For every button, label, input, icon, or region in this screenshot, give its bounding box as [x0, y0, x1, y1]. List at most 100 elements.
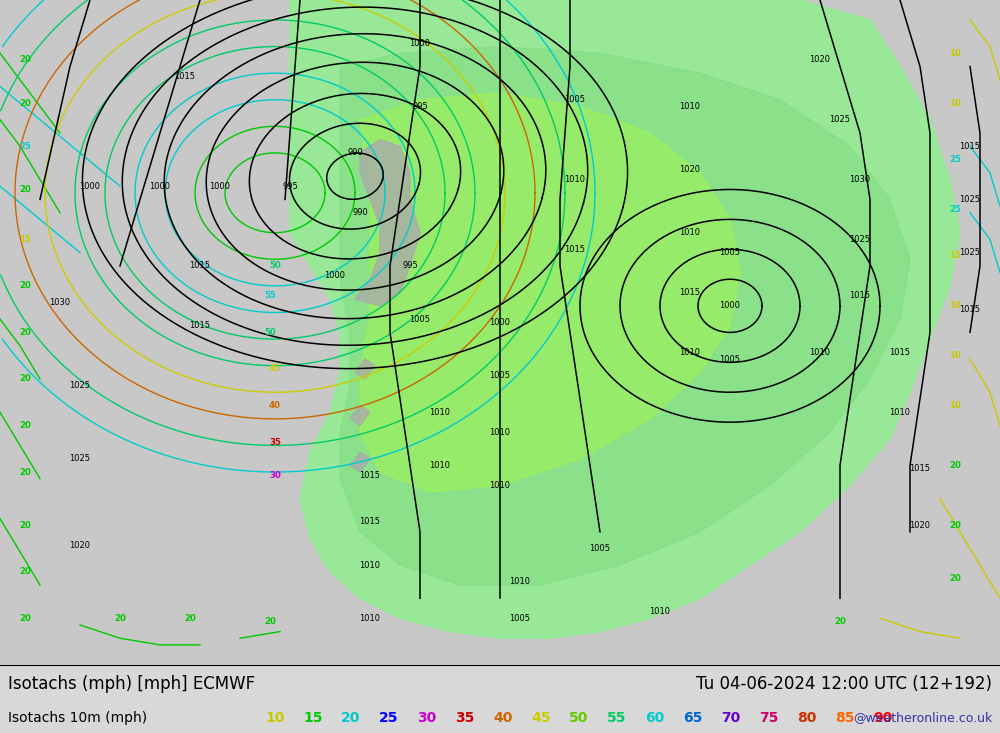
Text: 1025: 1025 — [850, 235, 870, 244]
Text: 1000: 1000 — [324, 271, 346, 281]
Text: 10: 10 — [949, 98, 961, 108]
Text: 15: 15 — [303, 711, 323, 725]
Text: 1000: 1000 — [80, 182, 100, 191]
Text: 20: 20 — [19, 468, 31, 476]
Text: 10: 10 — [949, 301, 961, 310]
Text: 45: 45 — [269, 364, 281, 374]
Text: @weatheronline.co.uk: @weatheronline.co.uk — [853, 712, 992, 724]
Text: 20: 20 — [19, 281, 31, 290]
Text: 20: 20 — [949, 520, 961, 530]
Text: 10: 10 — [949, 401, 961, 410]
Text: 1010: 1010 — [650, 607, 670, 616]
Text: 65: 65 — [683, 711, 703, 725]
Text: 1020: 1020 — [680, 165, 700, 174]
Text: 25: 25 — [949, 155, 961, 164]
Text: 20: 20 — [114, 614, 126, 623]
Text: 35: 35 — [455, 711, 475, 725]
Text: 1005: 1005 — [720, 355, 740, 364]
Text: 1025: 1025 — [960, 248, 980, 257]
Polygon shape — [355, 139, 420, 306]
Polygon shape — [350, 405, 370, 425]
Text: 1025: 1025 — [830, 115, 850, 124]
Text: 70: 70 — [721, 711, 741, 725]
Text: 1015: 1015 — [190, 262, 210, 270]
Text: 1015: 1015 — [680, 288, 700, 297]
Text: Isotachs 10m (mph): Isotachs 10m (mph) — [8, 711, 147, 725]
Text: 1015: 1015 — [850, 291, 870, 301]
Text: 1010: 1010 — [490, 427, 511, 437]
Text: 1005: 1005 — [510, 614, 530, 623]
Text: 1000: 1000 — [150, 182, 170, 191]
Text: 50: 50 — [269, 262, 281, 270]
Text: 1000: 1000 — [490, 318, 511, 327]
Text: 15: 15 — [949, 251, 961, 260]
Text: 10: 10 — [949, 351, 961, 360]
Text: 20: 20 — [19, 328, 31, 337]
Text: 20: 20 — [19, 614, 31, 623]
Text: 40: 40 — [493, 711, 513, 725]
Text: 20: 20 — [264, 617, 276, 626]
Text: 1010: 1010 — [680, 102, 700, 111]
Text: 30: 30 — [417, 711, 437, 725]
Text: 1010: 1010 — [564, 175, 586, 184]
Text: 1000: 1000 — [410, 39, 430, 48]
Text: 75: 75 — [759, 711, 779, 725]
Text: 990: 990 — [352, 208, 368, 217]
Text: 1015: 1015 — [960, 305, 980, 314]
Text: 1030: 1030 — [49, 298, 71, 307]
Polygon shape — [350, 452, 370, 472]
Text: 80: 80 — [797, 711, 817, 725]
Text: 995: 995 — [412, 102, 428, 111]
Text: 90: 90 — [873, 711, 893, 725]
Text: 1010: 1010 — [430, 461, 450, 470]
Text: 25: 25 — [379, 711, 399, 725]
Text: 1025: 1025 — [960, 195, 980, 204]
Text: 1010: 1010 — [510, 577, 530, 586]
Text: 50: 50 — [569, 711, 589, 725]
Text: Tu 04-06-2024 12:00 UTC (12+192): Tu 04-06-2024 12:00 UTC (12+192) — [696, 675, 992, 693]
Text: 1025: 1025 — [70, 454, 90, 463]
Polygon shape — [340, 46, 910, 585]
Text: 55: 55 — [264, 291, 276, 301]
Text: 1015: 1015 — [960, 141, 980, 151]
Text: 1030: 1030 — [849, 175, 871, 184]
Polygon shape — [290, 0, 960, 638]
Text: 1010: 1010 — [490, 481, 511, 490]
Text: Isotachs (mph) [mph] ECMWF: Isotachs (mph) [mph] ECMWF — [8, 675, 255, 693]
Text: 1010: 1010 — [360, 561, 380, 570]
Text: 1015: 1015 — [360, 517, 380, 526]
Text: 20: 20 — [184, 614, 196, 623]
Text: 1015: 1015 — [564, 245, 586, 254]
Text: 1020: 1020 — [810, 55, 830, 65]
Text: 1015: 1015 — [175, 72, 196, 81]
Text: 1005: 1005 — [564, 95, 586, 104]
Text: 1010: 1010 — [680, 228, 700, 237]
Polygon shape — [360, 93, 740, 492]
Text: 1015: 1015 — [190, 321, 210, 331]
Text: 20: 20 — [19, 567, 31, 576]
Text: 990: 990 — [347, 148, 363, 158]
Text: 20: 20 — [19, 55, 31, 65]
Text: 20: 20 — [19, 421, 31, 430]
Text: 60: 60 — [645, 711, 665, 725]
Text: 30: 30 — [269, 471, 281, 480]
Text: 20: 20 — [949, 461, 961, 470]
Text: 1010: 1010 — [680, 348, 700, 357]
Polygon shape — [355, 359, 375, 379]
Text: 25: 25 — [949, 205, 961, 214]
Text: 20: 20 — [19, 520, 31, 530]
Text: 1010: 1010 — [890, 408, 910, 416]
Text: 10: 10 — [949, 48, 961, 58]
Text: 995: 995 — [282, 182, 298, 191]
Text: 20: 20 — [834, 617, 846, 626]
Text: 40: 40 — [269, 401, 281, 410]
Text: 995: 995 — [402, 262, 418, 270]
Text: 1010: 1010 — [360, 614, 380, 623]
Text: 1005: 1005 — [720, 248, 740, 257]
Text: 85: 85 — [835, 711, 855, 725]
Text: 50: 50 — [264, 328, 276, 337]
Text: 1005: 1005 — [410, 314, 430, 323]
Text: 10: 10 — [265, 711, 285, 725]
Text: 20: 20 — [19, 98, 31, 108]
Text: 1015: 1015 — [360, 471, 380, 480]
